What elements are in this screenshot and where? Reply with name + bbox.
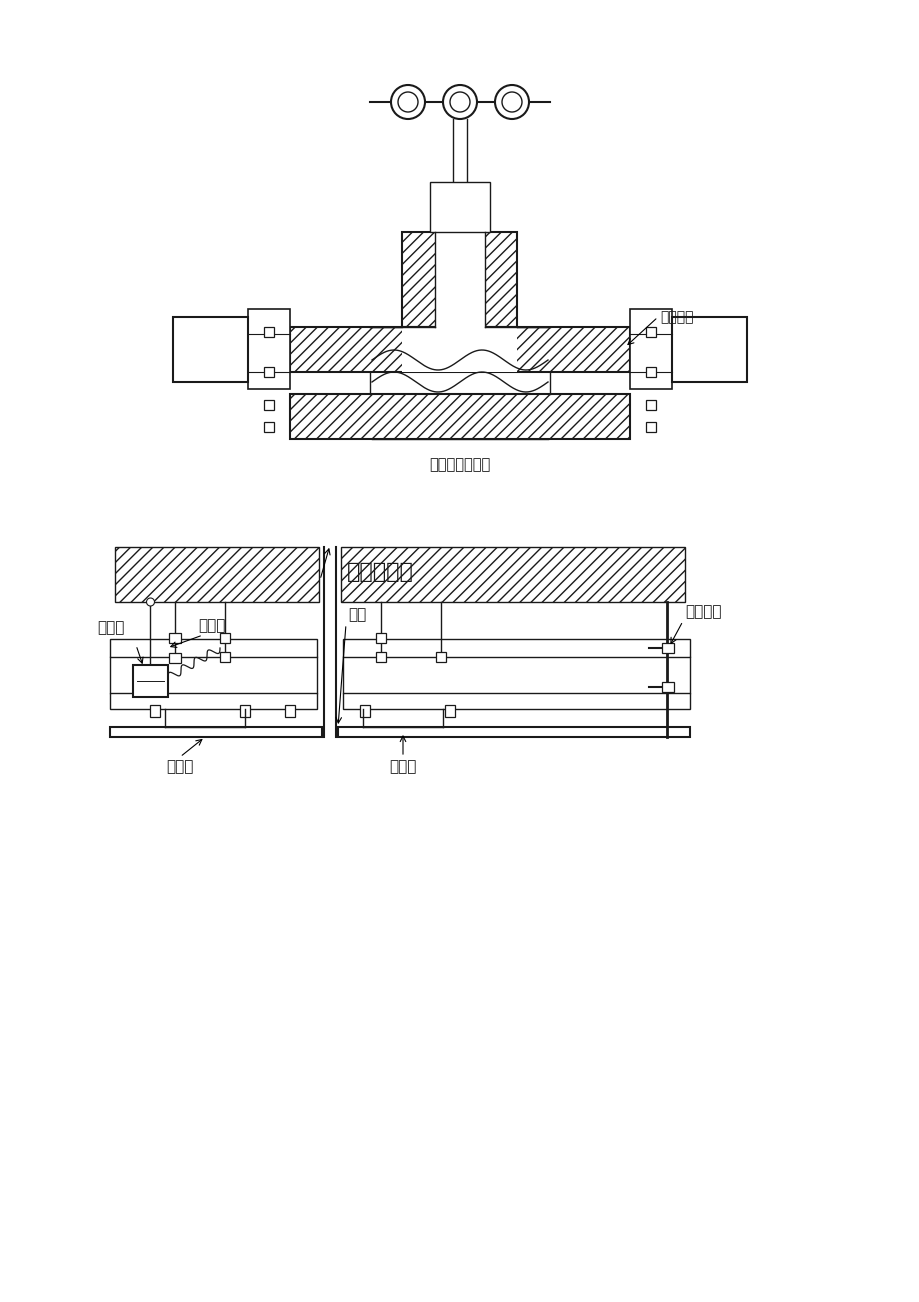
Circle shape (502, 92, 521, 112)
Bar (403, 327, 516, 372)
Bar (289, 395, 630, 439)
Text: 橡塑保温: 橡塑保温 (659, 310, 693, 324)
Bar (110, 727, 322, 737)
Bar (429, 182, 490, 232)
Bar (343, 693, 689, 710)
Bar (110, 639, 317, 658)
Bar (645, 422, 655, 432)
Text: 钢管: 钢管 (347, 607, 366, 622)
Bar (220, 633, 230, 643)
Bar (220, 652, 230, 661)
Bar (343, 639, 689, 658)
Bar (376, 652, 386, 661)
Bar (285, 704, 295, 717)
Bar (436, 652, 446, 661)
Bar (264, 400, 274, 410)
Bar (264, 367, 274, 378)
Bar (264, 328, 274, 337)
Bar (289, 327, 630, 372)
Text: 吊顶板: 吊顶板 (389, 759, 416, 773)
Circle shape (391, 85, 425, 118)
Bar (445, 704, 455, 717)
Bar (173, 316, 248, 381)
Bar (662, 643, 674, 654)
Text: 开长孔: 开长孔 (166, 759, 194, 773)
Bar (169, 633, 181, 643)
Bar (671, 316, 746, 381)
Bar (133, 665, 168, 697)
Bar (403, 232, 516, 327)
Bar (110, 693, 317, 710)
Bar (645, 367, 655, 378)
Circle shape (398, 92, 417, 112)
Circle shape (494, 85, 528, 118)
Bar (115, 547, 319, 602)
Text: 接线盒: 接线盒 (97, 620, 125, 635)
Bar (248, 310, 289, 389)
Bar (645, 328, 655, 337)
Bar (337, 727, 689, 737)
Bar (435, 232, 484, 327)
Bar (376, 633, 386, 643)
Text: 阀门保温示意图: 阀门保温示意图 (429, 457, 490, 473)
Text: 轻钢龙骨: 轻钢龙骨 (685, 604, 720, 618)
Bar (264, 422, 274, 432)
Circle shape (443, 85, 476, 118)
Bar (150, 704, 160, 717)
Bar (359, 704, 369, 717)
Bar (341, 547, 685, 602)
Bar (169, 654, 181, 663)
Circle shape (146, 598, 154, 605)
Bar (630, 310, 671, 389)
Bar (662, 682, 674, 691)
Text: 接地线: 接地线 (198, 618, 225, 633)
Circle shape (449, 92, 470, 112)
Text: 伸缩沉降缝: 伸缩沉降缝 (346, 562, 413, 582)
Bar (645, 400, 655, 410)
Bar (240, 704, 250, 717)
